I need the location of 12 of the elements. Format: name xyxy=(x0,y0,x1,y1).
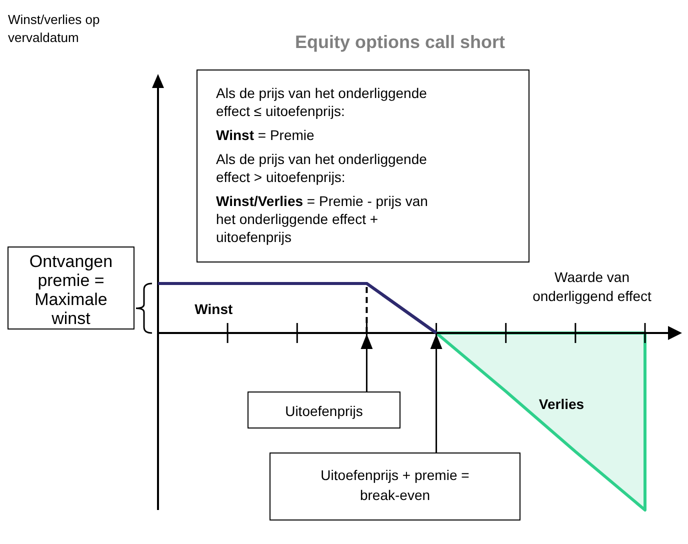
chart-title: Equity options call short xyxy=(294,32,506,52)
text: Ontvangen premie = Maximale winst xyxy=(29,252,113,328)
series-label: Verlies xyxy=(538,396,584,412)
text: Als de prijs van het onderliggende effect > uitoefenprijs: xyxy=(216,151,428,185)
text: Winst/verlies op vervaldatum xyxy=(8,12,100,45)
annotation: Uitoefenprijs + premie = break-even xyxy=(320,467,470,503)
series-label: Winst xyxy=(194,301,233,318)
text: Winst = Premie xyxy=(216,127,314,143)
x-axis-title: Waarde van onderliggend effect xyxy=(532,269,652,304)
text: Als de prijs van het onderliggende effect ≤ uitoefenprijs: xyxy=(216,85,428,119)
annotation: Uitoefenprijs xyxy=(285,403,363,419)
text: Winst/Verlies = Premie - prijs van het onderliggende effect + uitoefenprijs xyxy=(216,193,428,245)
